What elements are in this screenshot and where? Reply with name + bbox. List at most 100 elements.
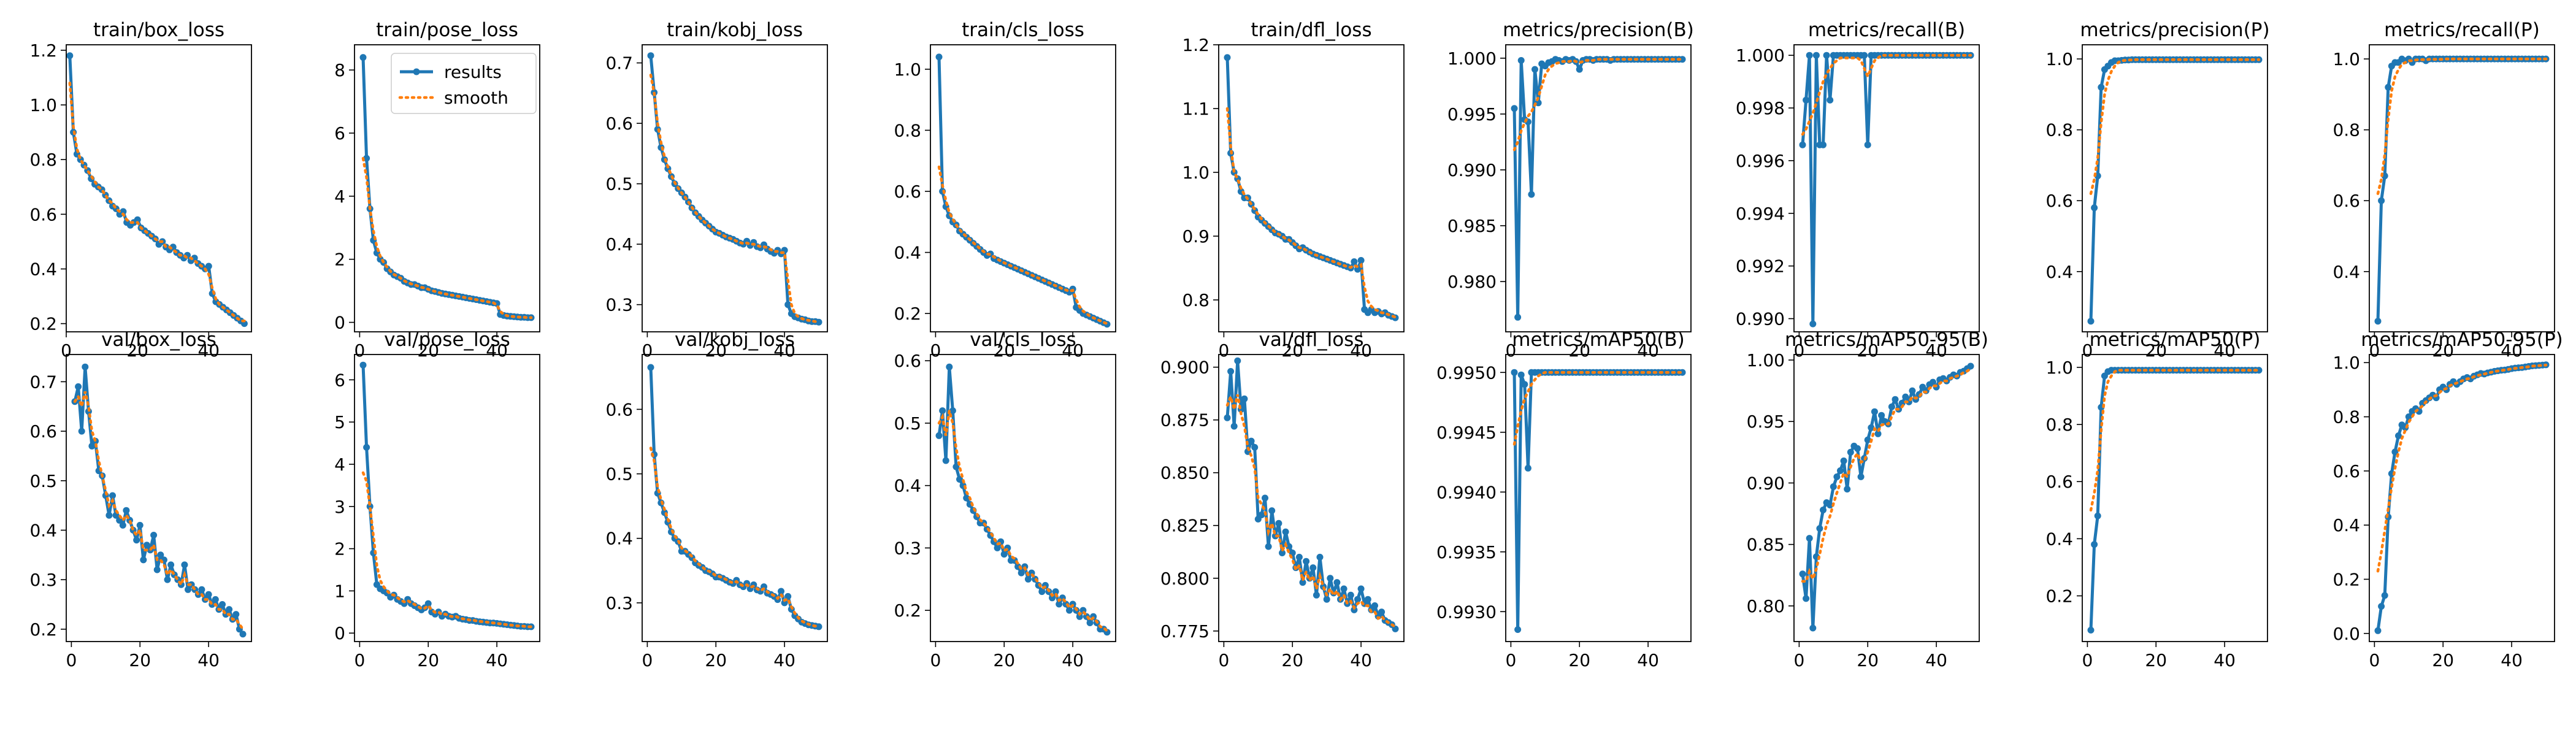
results-point	[1576, 66, 1583, 73]
x-tick-label: 20	[2432, 650, 2454, 670]
plot-area	[647, 364, 822, 631]
subplot-title: val/cls_loss	[970, 329, 1076, 351]
axes-frame	[66, 44, 252, 332]
results-point	[140, 556, 147, 564]
y-tick-label: 0.4	[29, 259, 57, 279]
results-point	[359, 361, 367, 369]
y-tick-label: 1.0	[2045, 49, 2073, 69]
axes-frame	[1505, 354, 1692, 642]
results-point	[1892, 396, 1899, 403]
results-point	[1227, 368, 1235, 375]
y-tick-label: 0.4	[29, 520, 57, 540]
plot-area	[1224, 54, 1399, 321]
results-line	[937, 56, 1108, 326]
smooth-line	[2376, 363, 2548, 573]
results-point	[2374, 318, 2382, 325]
results-point	[105, 512, 113, 519]
y-tick-label: 0.4	[2045, 529, 2073, 549]
x-tick-label: 40	[486, 340, 508, 361]
results-point	[1902, 393, 1909, 401]
results-point	[1528, 191, 1535, 198]
y-tick-label: 0.875	[1160, 410, 1209, 431]
results-line	[2089, 369, 2259, 631]
x-tick-label: 20	[2432, 340, 2454, 361]
y-tick-label: 0.8	[2045, 120, 2073, 140]
subplot-title: train/box_loss	[93, 19, 224, 41]
results-point	[1909, 387, 1916, 394]
x-tick-label: 20	[417, 340, 439, 361]
results-point	[150, 532, 158, 539]
y-tick-label: 0.850	[1160, 463, 1209, 483]
results-point	[1535, 99, 1542, 107]
results-point	[157, 551, 164, 559]
results-point	[1871, 408, 1878, 415]
x-tick-label: 0	[2369, 340, 2380, 361]
results-point	[994, 544, 1001, 551]
results-point	[88, 442, 96, 450]
results-point	[143, 542, 150, 549]
smooth-line	[937, 410, 1109, 632]
results-point	[1517, 371, 1525, 378]
results-point	[939, 407, 946, 415]
results-line	[361, 365, 531, 629]
results-point	[647, 52, 654, 59]
y-tick-label: 0	[334, 623, 345, 643]
results-point	[1248, 437, 1255, 445]
legend-results-marker	[413, 68, 420, 75]
results-point	[1392, 625, 1399, 632]
y-tick-label: 2	[334, 539, 345, 559]
x-tick-label: 20	[993, 650, 1015, 670]
axes-frame	[1218, 44, 1405, 332]
results-point	[109, 492, 116, 499]
results-point	[1803, 595, 1810, 602]
results-point	[133, 537, 140, 544]
y-tick-label: 0.985	[1447, 216, 1497, 236]
x-tick-label: 40	[2501, 650, 2523, 670]
results-point	[1052, 588, 1059, 596]
x-tick-label: 0	[1793, 340, 1804, 361]
x-tick-label: 20	[1568, 650, 1590, 670]
x-tick-label: 0	[1505, 650, 1516, 670]
y-tick-label: 0.4	[605, 529, 633, 549]
y-tick-label: 0.6	[29, 204, 57, 224]
results-point	[134, 216, 141, 223]
axes-frame	[354, 44, 540, 332]
results-point	[1874, 430, 1882, 437]
y-tick-label: 0.5	[605, 464, 633, 485]
smooth-line	[361, 156, 533, 320]
x-tick-label: 20	[1857, 650, 1879, 670]
plot-area	[2374, 361, 2550, 634]
results-point	[198, 586, 205, 593]
x-tick-label: 0	[1793, 650, 1804, 670]
results-point	[181, 561, 188, 569]
y-tick-label: 0.8	[2333, 120, 2360, 140]
results-point	[1514, 313, 1522, 321]
x-tick-label: 20	[705, 650, 727, 670]
y-tick-label: 0.6	[2333, 461, 2360, 481]
plot-area	[1511, 369, 1686, 633]
y-tick-label: 0.9940	[1436, 482, 1497, 502]
results-point	[167, 561, 175, 569]
x-tick-label: 0	[642, 340, 653, 361]
results-point	[2098, 83, 2105, 91]
results-point	[366, 503, 374, 510]
results-point	[1524, 464, 1531, 472]
x-tick-label: 20	[705, 340, 727, 361]
y-tick-label: 0.4	[605, 234, 633, 255]
x-tick-label: 0	[642, 650, 653, 670]
y-tick-label: 8	[334, 60, 345, 80]
results-point	[784, 301, 792, 309]
results-point	[956, 476, 963, 483]
y-tick-label: 0.3	[29, 570, 57, 590]
y-tick-label: 1.00	[1747, 350, 1785, 370]
subplot-title: metrics/precision(P)	[2080, 19, 2269, 41]
results-point	[1347, 591, 1354, 599]
plot-area	[71, 363, 247, 638]
y-tick-label: 0.95	[1747, 412, 1785, 432]
axes-frame	[2082, 354, 2268, 642]
subplot-3: train/kobj_loss 0 20 40 0.3 0.4 0.5 0.6 0.7	[605, 19, 828, 361]
results-point	[1531, 66, 1538, 73]
results-point	[1514, 626, 1522, 633]
y-tick-label: 0.2	[2333, 569, 2360, 589]
results-point	[219, 601, 226, 608]
